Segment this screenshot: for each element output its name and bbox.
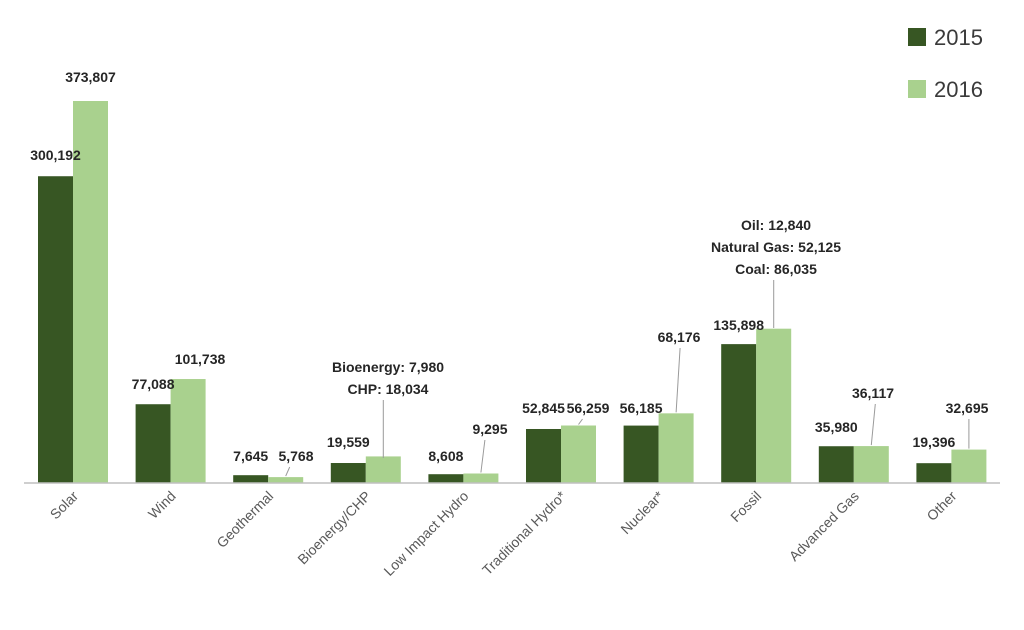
annotation-line-fossil-1: Natural Gas: 52,125	[711, 239, 841, 255]
x-tick-label-solar: Solar	[47, 488, 82, 523]
value-label-2015-fossil: 135,898	[713, 317, 764, 333]
bar-2015-advanced-gas	[818, 446, 854, 483]
value-label-2015-solar: 300,192	[30, 147, 81, 163]
bar-2015-fossil	[721, 344, 757, 483]
bar-2015-bioenergy-chp	[330, 463, 366, 483]
annotations-layer: Bioenergy: 7,980 CHP: 18,034 Oil: 12,840 Na…	[332, 217, 841, 458]
leader-line-2016-traditional-hydro	[578, 418, 583, 425]
legend-swatch-2016	[908, 80, 926, 98]
bar-2016-solar	[73, 101, 108, 483]
leader-line-2016-low-impact-hydro	[480, 439, 486, 473]
legend: 2015 2016	[908, 25, 983, 102]
leader-line-2016-nuclear	[675, 347, 681, 413]
x-tick-label-other: Other	[923, 488, 959, 524]
x-tick-label-bioenergy-chp: Bioenergy/CHP	[294, 488, 374, 568]
x-tick-label-low-impact-hydro: Low Impact Hydro	[380, 488, 471, 579]
value-label-2015-advanced-gas: 35,980	[815, 419, 858, 435]
bar-2015-traditional-hydro	[526, 428, 561, 483]
legend-label-2016: 2016	[934, 77, 983, 102]
annotation-line-fossil-2: Coal: 86,035	[735, 261, 817, 277]
bar-2016-nuclear	[658, 413, 694, 483]
value-label-2015-other: 19,396	[912, 434, 955, 450]
bar-2015-geothermal	[233, 475, 269, 483]
bar-2015-wind	[135, 404, 171, 483]
leader-lines-layer	[285, 347, 970, 477]
value-label-2016-solar: 373,807	[65, 69, 116, 85]
bar-2016-advanced-gas	[853, 446, 889, 483]
bar-2016-low-impact-hydro	[463, 473, 499, 483]
legend-swatch-2015	[908, 28, 926, 46]
value-label-2016-nuclear: 68,176	[658, 329, 701, 345]
x-tick-label-fossil: Fossil	[727, 488, 764, 525]
value-label-2016-wind: 101,738	[175, 351, 226, 367]
annotation-line-bioenergy-chp-1: CHP: 18,034	[348, 381, 429, 397]
bar-2016-traditional-hydro	[561, 425, 596, 483]
value-label-2015-traditional-hydro: 52,845	[522, 400, 565, 416]
leader-line-2016-geothermal	[285, 466, 291, 477]
x-tick-label-advanced-gas: Advanced Gas	[786, 488, 862, 564]
value-label-2016-other: 32,695	[946, 400, 989, 416]
value-label-2015-geothermal: 7,645	[233, 448, 268, 464]
annotation-bioenergy-chp: Bioenergy: 7,980 CHP: 18,034	[332, 359, 444, 458]
x-tick-label-traditional-hydro: Traditional Hydro*	[479, 487, 570, 578]
x-tick-labels: Solar Wind Geothermal Bioenergy/CHP Low Impa…	[47, 487, 960, 578]
x-tick-label-wind: Wind	[145, 488, 179, 522]
annotation-fossil: Oil: 12,840 Natural Gas: 52,125 Coal: 86,0…	[711, 217, 841, 328]
value-label-2015-nuclear: 56,185	[620, 400, 663, 416]
annotation-line-fossil-0: Oil: 12,840	[741, 217, 811, 233]
bars-layer	[38, 101, 987, 484]
bar-2015-low-impact-hydro	[428, 474, 464, 483]
bar-2015-nuclear	[623, 425, 659, 483]
bar-2016-fossil	[756, 328, 792, 483]
bar-2016-wind	[170, 379, 206, 483]
value-label-2015-bioenergy-chp: 19,559	[327, 434, 370, 450]
bar-2016-other	[951, 449, 987, 483]
bar-2016-bioenergy-chp	[365, 456, 401, 483]
value-label-2015-wind: 77,088	[132, 376, 175, 392]
value-label-2016-traditional-hydro: 56,259	[567, 400, 610, 416]
value-label-2016-low-impact-hydro: 9,295	[472, 421, 507, 437]
x-tick-label-nuclear: Nuclear*	[617, 487, 667, 537]
bar-2015-other	[916, 463, 952, 483]
value-label-2015-low-impact-hydro: 8,608	[428, 448, 463, 464]
bar-2016-geothermal	[268, 477, 304, 483]
value-label-2016-advanced-gas: 36,117	[852, 385, 894, 401]
x-tick-label-geothermal: Geothermal	[213, 488, 276, 551]
legend-label-2015: 2015	[934, 25, 983, 50]
annotation-line-bioenergy-chp-0: Bioenergy: 7,980	[332, 359, 444, 375]
bar-2015-solar	[38, 176, 73, 484]
leader-line-2016-advanced-gas	[870, 403, 876, 446]
value-label-2016-geothermal: 5,768	[278, 448, 313, 464]
